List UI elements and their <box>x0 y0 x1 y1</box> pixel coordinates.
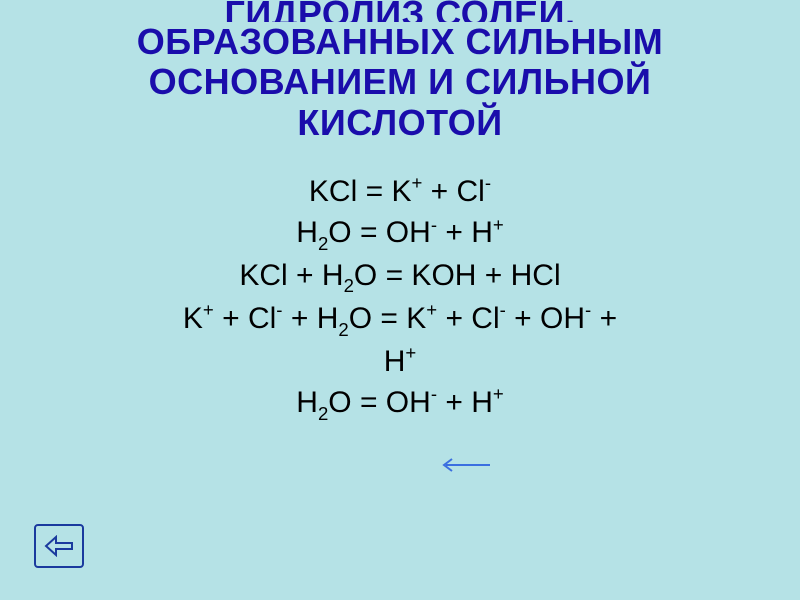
equation-line: H2O = OH- + H+ <box>28 212 772 255</box>
nav-back-button[interactable] <box>34 524 84 568</box>
annotation-arrow-icon <box>438 456 494 474</box>
title-line-3: ОСНОВАНИЕМ И СИЛЬНОЙ <box>149 61 652 102</box>
title-line-4: КИСЛОТОЙ <box>297 102 502 143</box>
nav-back-icon <box>44 535 74 557</box>
equation-line: KCl + H2O = KOH + HCl <box>28 256 772 298</box>
equation-line: K+ + Cl- + H2O = K+ + Cl- + OH- + <box>28 298 772 341</box>
equation-line: H2O = OH- + H+ <box>28 382 772 425</box>
title-line-2: ОБРАЗОВАННЫХ СИЛЬНЫМ <box>137 21 664 62</box>
equation-line: KCl = K+ + Cl- <box>28 171 772 213</box>
slide-title: ГИДРОЛИЗ СОЛЕЙ, ОБРАЗОВАННЫХ СИЛЬНЫМ ОСН… <box>28 0 772 143</box>
equations-block: KCl = K+ + Cl-H2O = OH- + H+KCl + H2O = … <box>28 171 772 425</box>
equation-line: H+ <box>28 341 772 383</box>
slide: ГИДРОЛИЗ СОЛЕЙ, ОБРАЗОВАННЫХ СИЛЬНЫМ ОСН… <box>0 0 800 590</box>
title-line-1: ГИДРОЛИЗ СОЛЕЙ, <box>28 0 772 22</box>
